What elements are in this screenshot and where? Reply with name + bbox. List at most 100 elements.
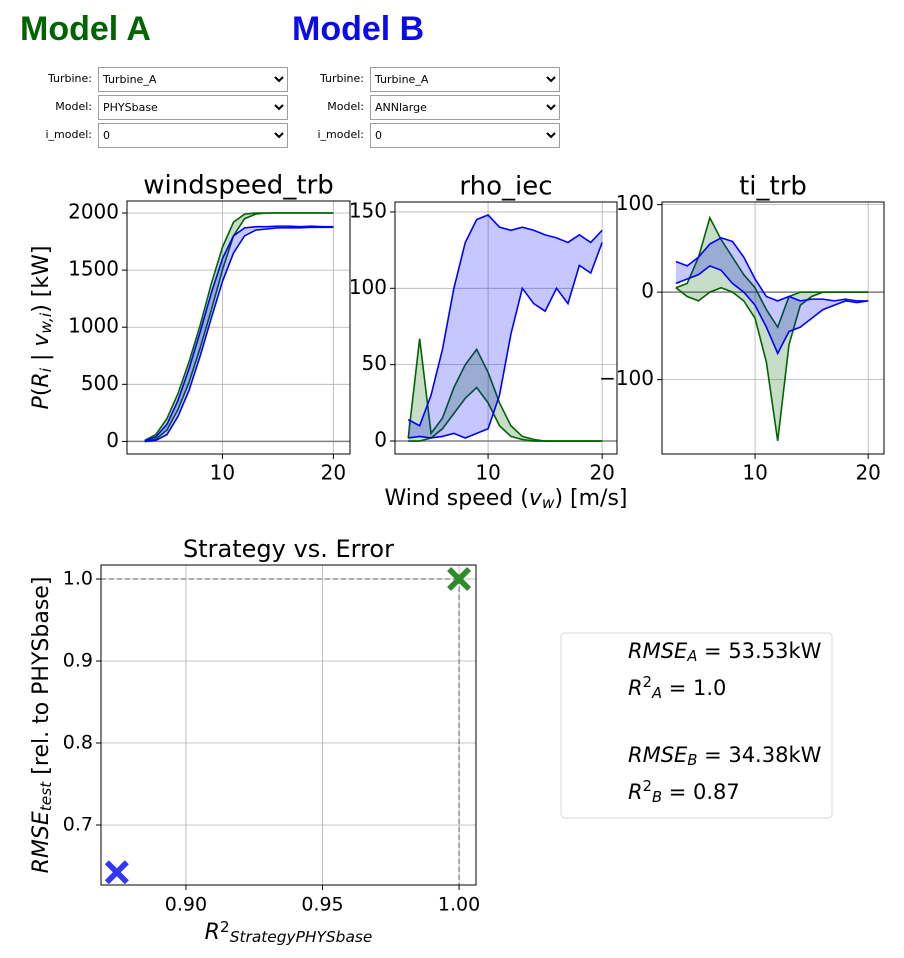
dropdown[interactable]: PHYSbase	[98, 95, 288, 120]
y-axis-label: P(Ri | vw,i) [kW]	[29, 246, 55, 410]
label-part: [rel. to PHYSbase]	[29, 577, 54, 782]
label-part: Wind speed (	[385, 486, 529, 511]
label-part: w	[542, 494, 555, 512]
model-title: Model A	[20, 10, 151, 48]
metric-line: RMSEB = 34.38kW	[628, 743, 822, 769]
label-part: ) [m/s]	[554, 486, 627, 511]
y-tick-label: 1500	[68, 257, 119, 281]
x-tick-label: 0.95	[301, 894, 343, 916]
metrics-box	[560, 632, 833, 819]
band-line	[144, 225, 334, 442]
control-label: Turbine:	[47, 72, 92, 85]
y-tick-label: 500	[81, 371, 119, 395]
model-title: Model B	[292, 10, 425, 48]
x-axis-label: Wind speed (vw) [m/s]	[385, 486, 628, 512]
label-part: = 34.38kW	[697, 743, 821, 767]
chart-title: Strategy vs. Error	[183, 535, 394, 563]
control-label: i_model:	[317, 128, 364, 141]
label-part: R	[205, 920, 220, 945]
dropdown[interactable]: 0	[370, 123, 560, 148]
label-part: A	[651, 685, 662, 702]
x-tick-label: 20	[855, 461, 880, 485]
axes-frame	[100, 564, 477, 886]
y-axis-label: RMSEtest [rel. to PHYSbase]	[29, 577, 55, 874]
control-label: Model:	[327, 100, 364, 113]
x-tick-label: 10	[210, 461, 235, 485]
band-line	[675, 286, 869, 441]
y-tick-label: 0	[641, 279, 654, 303]
label-part: (	[29, 388, 54, 397]
label-part: = 1.0	[662, 676, 726, 700]
label-part: i	[37, 367, 55, 372]
x-tick-label: 20	[321, 461, 346, 485]
axes-frame	[126, 200, 351, 455]
label-part: |	[29, 347, 54, 368]
label-part: R	[628, 780, 643, 804]
control-label: i_model:	[45, 128, 92, 141]
label-part: w,i	[37, 312, 55, 333]
label-part: 2	[643, 674, 652, 691]
label-part: B	[652, 789, 662, 806]
label-part: R	[628, 676, 643, 700]
axes-frame	[661, 201, 885, 455]
label-part: P	[29, 395, 54, 409]
label-part: v	[529, 486, 543, 511]
y-tick-label: 0.9	[63, 650, 93, 672]
label-part: v	[29, 333, 54, 347]
marker	[447, 567, 472, 592]
band-line	[675, 264, 869, 356]
x-tick-label: 0.90	[165, 894, 207, 916]
label-part: B	[687, 752, 697, 769]
dropdown[interactable]: Turbine_A	[98, 67, 288, 92]
band-line	[408, 386, 603, 442]
chart-title: windspeed_trb	[143, 171, 333, 201]
band-fill	[408, 214, 603, 438]
x-tick-label: 1.00	[438, 894, 480, 916]
band-line	[407, 214, 603, 427]
band-line	[144, 212, 334, 443]
control-label: Model:	[55, 100, 92, 113]
y-tick-label: 0	[106, 428, 119, 452]
x-axis-label: R2StrategyPHYSbase	[205, 918, 373, 947]
chart-title: rho_iec	[459, 172, 552, 202]
metric-line: R2B = 0.87	[628, 778, 740, 806]
band-line	[675, 237, 869, 302]
y-tick-label: 150	[349, 198, 387, 222]
band-line	[144, 212, 334, 442]
x-tick-label: 10	[475, 461, 500, 485]
metric-line: R2A = 1.0	[628, 674, 726, 702]
axes-frame	[394, 201, 618, 455]
dropdown[interactable]: 0	[98, 123, 288, 148]
y-tick-label: 2000	[68, 199, 119, 223]
label-part: RMSE	[628, 743, 688, 767]
marker	[104, 860, 129, 885]
y-tick-label: 0.8	[63, 731, 93, 753]
dropdown[interactable]: Turbine_A	[370, 67, 560, 92]
band-line	[408, 242, 603, 439]
x-tick-label: 20	[589, 461, 614, 485]
metric-line: RMSEA = 53.53kW	[628, 639, 822, 665]
y-tick-label: 0.7	[63, 813, 93, 835]
label-part: RMSE	[29, 811, 54, 873]
label-part: StrategyPHYSbase	[230, 928, 373, 946]
label-part: = 0.87	[662, 780, 740, 804]
label-part: ) [kW]	[29, 246, 54, 313]
y-tick-label: −100	[599, 366, 654, 390]
chart-title: ti_trb	[739, 172, 807, 202]
label-part: RMSE	[628, 639, 688, 663]
dropdown[interactable]: ANNlarge	[370, 95, 560, 120]
label-part: test	[37, 781, 55, 812]
y-tick-label: 50	[362, 351, 387, 375]
x-tick-label: 10	[742, 461, 767, 485]
band-fill	[675, 237, 869, 354]
control-label: Turbine:	[319, 72, 364, 85]
y-tick-label: 0	[374, 428, 387, 452]
label-part: 2	[643, 778, 652, 795]
label-part: R	[29, 372, 54, 387]
band-fill	[408, 338, 603, 442]
y-tick-label: 1000	[68, 314, 119, 338]
band-line	[144, 226, 334, 443]
y-tick-label: 100	[349, 275, 387, 299]
